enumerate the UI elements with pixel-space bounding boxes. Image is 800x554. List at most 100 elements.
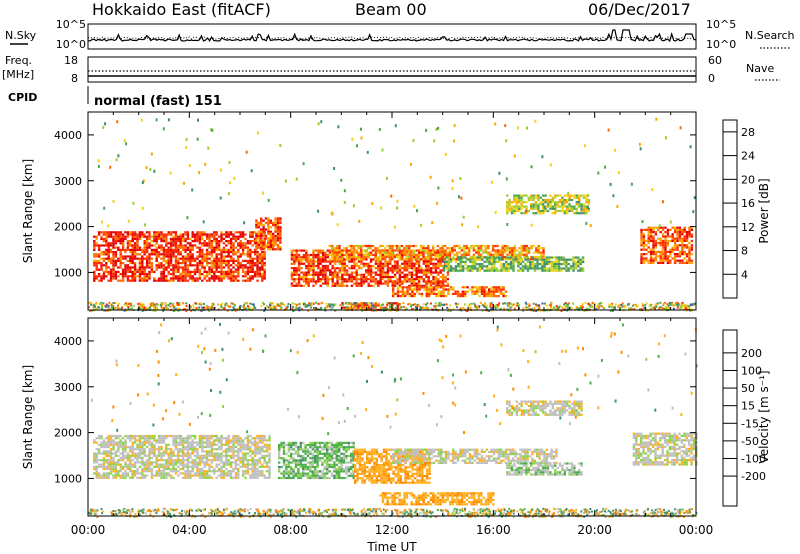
power-data-region	[392, 286, 508, 298]
echo-cell	[126, 231, 130, 234]
echo-cell	[126, 244, 130, 247]
echo-cell	[167, 257, 170, 260]
echo-cell	[256, 257, 259, 260]
echo-cell	[488, 258, 491, 261]
echo-cell	[388, 255, 392, 259]
echo-cell	[440, 292, 443, 295]
echo-cell	[437, 280, 440, 283]
echo-cell	[542, 253, 545, 256]
echo-cell	[428, 292, 431, 295]
echo-cell	[524, 267, 527, 270]
sparse-cell	[543, 205, 546, 209]
echo-cell	[471, 286, 474, 289]
clutter-cell	[361, 309, 364, 312]
echo-cell	[446, 284, 450, 287]
echo-cell	[520, 207, 523, 210]
echo-cell	[274, 226, 277, 229]
echo-cell	[490, 265, 494, 268]
echo-cell	[410, 262, 414, 265]
echo-cell	[148, 253, 151, 256]
echo-cell	[97, 279, 101, 282]
clutter-cell	[427, 307, 430, 309]
echo-cell	[201, 251, 204, 254]
echo-cell	[461, 290, 464, 293]
echo-cell	[121, 257, 125, 260]
clutter-cell	[553, 306, 556, 309]
echo-cell	[217, 246, 221, 249]
echo-cell	[179, 273, 182, 276]
clutter-cell	[156, 306, 158, 309]
echo-cell	[348, 280, 351, 283]
echo-cell	[239, 235, 242, 238]
echo-cell	[664, 244, 667, 247]
echo-cell	[186, 268, 190, 271]
echo-cell	[124, 264, 127, 267]
echo-cell	[454, 260, 458, 263]
echo-cell	[229, 237, 233, 240]
echo-cell	[317, 251, 320, 254]
sparse-cell	[451, 187, 454, 190]
echo-cell	[229, 231, 233, 234]
echo-cell	[423, 286, 426, 289]
sparse-cell	[513, 154, 516, 158]
echo-cell	[232, 244, 235, 247]
clutter-cell	[243, 305, 246, 308]
clutter-cell	[150, 304, 152, 307]
echo-cell	[357, 264, 361, 268]
echo-cell	[150, 264, 154, 267]
echo-cell	[513, 198, 516, 202]
clutter-cell	[355, 307, 358, 310]
echo-cell	[114, 242, 118, 245]
clutter-cell	[577, 307, 580, 310]
echo-cell	[657, 255, 660, 258]
echo-cell	[126, 454, 130, 457]
echo-cell	[246, 259, 250, 262]
echo-cell	[517, 260, 520, 263]
echo-cell	[203, 266, 206, 269]
echo-cell	[162, 279, 166, 282]
clutter-cell	[173, 305, 176, 308]
echo-cell	[309, 253, 313, 257]
sparse-cell	[651, 188, 654, 191]
echo-cell	[215, 246, 218, 249]
echo-cell	[167, 246, 170, 249]
echo-cell	[398, 247, 401, 250]
sparse-cell	[494, 210, 497, 214]
sparse-cell	[112, 199, 115, 203]
echo-cell	[664, 226, 667, 229]
echo-cell	[234, 237, 238, 240]
echo-cell	[198, 270, 202, 273]
clutter-cell	[507, 305, 510, 308]
clutter-cell	[110, 305, 113, 307]
echo-cell	[121, 268, 125, 271]
echo-cell	[441, 253, 444, 256]
echo-cell	[444, 288, 448, 291]
echo-cell	[429, 269, 433, 272]
echo-cell	[155, 255, 158, 258]
echo-cell	[666, 261, 670, 264]
echo-cell	[537, 198, 540, 202]
echo-cell	[649, 239, 653, 242]
clutter-cell	[330, 304, 333, 306]
echo-cell	[367, 282, 370, 285]
clutter-cell	[269, 305, 272, 308]
echo-cell	[640, 261, 643, 264]
echo-cell	[405, 280, 409, 283]
echo-cell	[124, 248, 127, 251]
echo-cell	[392, 295, 395, 298]
echo-cell	[513, 207, 516, 210]
echo-cell	[165, 251, 168, 254]
sparse-cell	[109, 165, 112, 169]
echo-cell	[119, 439, 122, 442]
echo-cell	[431, 249, 435, 252]
echo-cell	[401, 295, 404, 298]
echo-cell	[353, 267, 356, 270]
echo-cell	[177, 235, 180, 238]
echo-cell	[455, 258, 459, 261]
echo-cell	[109, 248, 113, 251]
clutter-cell	[491, 307, 494, 310]
clutter-cell	[291, 302, 294, 305]
echo-cell	[217, 257, 221, 260]
echo-cell	[95, 437, 98, 440]
clutter-cell	[109, 308, 112, 311]
